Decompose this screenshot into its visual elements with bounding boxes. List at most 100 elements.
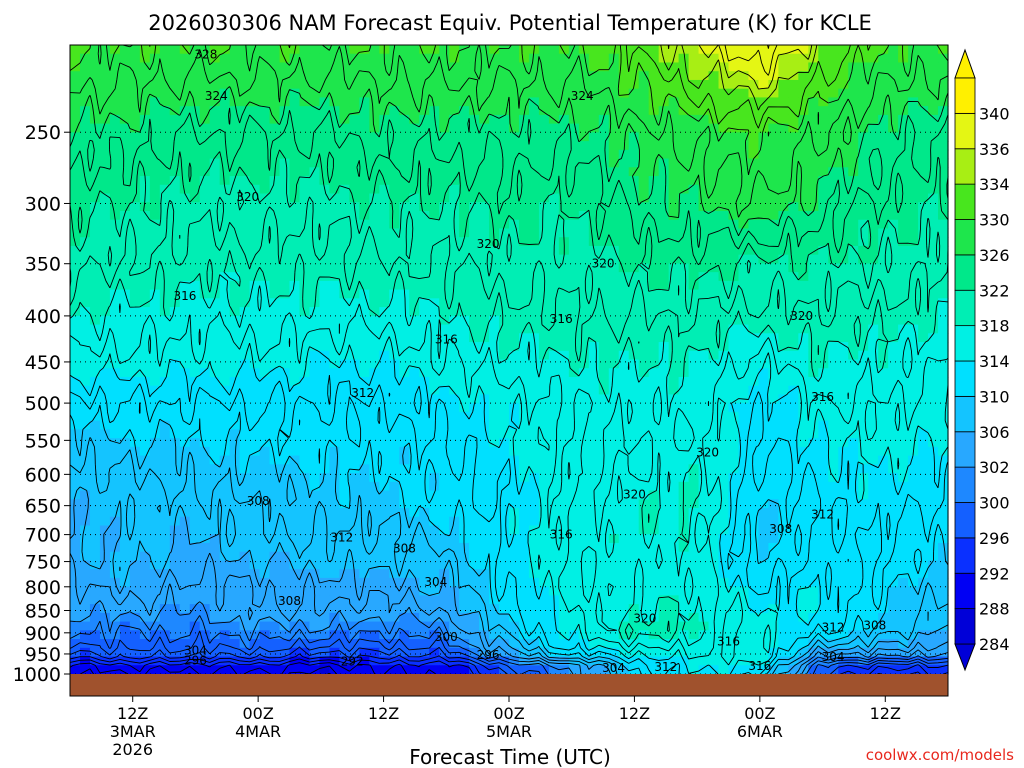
heatmap-cell xyxy=(848,473,859,483)
heatmap-cell xyxy=(99,62,111,72)
heatmap-cell xyxy=(119,315,131,326)
heatmap-cell xyxy=(79,97,91,107)
heatmap-cell xyxy=(199,376,211,387)
heatmap-cell xyxy=(479,88,490,99)
heatmap-cell xyxy=(928,315,939,326)
heatmap-cell xyxy=(608,263,620,273)
heatmap-cell xyxy=(808,79,819,90)
heatmap-cell xyxy=(538,176,550,186)
heatmap-cell xyxy=(638,350,650,361)
heatmap-cell xyxy=(449,289,460,299)
heatmap-cell xyxy=(738,45,750,55)
heatmap-cell xyxy=(229,219,241,230)
heatmap-cell xyxy=(868,481,879,492)
heatmap-cell xyxy=(818,88,829,99)
heatmap-cell xyxy=(389,141,400,151)
heatmap-cell xyxy=(219,62,231,72)
heatmap-cell xyxy=(678,403,690,413)
heatmap-cell xyxy=(638,376,650,387)
heatmap-cell xyxy=(359,473,370,483)
heatmap-cell xyxy=(359,210,370,221)
heatmap-cell xyxy=(339,464,350,474)
heatmap-cell xyxy=(109,508,121,518)
heatmap-cell xyxy=(319,385,331,396)
heatmap-cell xyxy=(668,62,680,72)
heatmap-cell xyxy=(139,237,151,247)
heatmap-cell xyxy=(818,525,829,535)
heatmap-cell xyxy=(399,499,410,509)
heatmap-cell xyxy=(848,184,859,195)
heatmap-cell xyxy=(419,298,430,308)
heatmap-cell xyxy=(818,508,829,518)
heatmap-cell xyxy=(129,315,141,326)
heatmap-cell xyxy=(169,376,181,387)
heatmap-cell xyxy=(99,184,111,195)
heatmap-cell xyxy=(708,350,720,361)
heatmap-cell xyxy=(259,210,271,221)
heatmap-cell xyxy=(349,508,360,518)
heatmap-cell xyxy=(778,289,789,299)
heatmap-cell xyxy=(728,342,740,352)
heatmap-cell xyxy=(788,350,799,361)
heatmap-cell xyxy=(419,385,430,396)
heatmap-cell xyxy=(658,473,670,483)
heatmap-cell xyxy=(868,167,879,177)
heatmap-cell xyxy=(419,481,430,492)
heatmap-cell xyxy=(419,525,430,535)
heatmap-cell xyxy=(469,123,480,133)
heatmap-cell xyxy=(788,45,799,55)
heatmap-cell xyxy=(658,499,670,509)
heatmap-cell xyxy=(858,394,869,404)
heatmap-cell xyxy=(738,132,750,142)
heatmap-cell xyxy=(758,219,770,230)
heatmap-cell xyxy=(898,71,909,81)
heatmap-cell xyxy=(888,193,899,203)
heatmap-cell xyxy=(109,141,121,151)
heatmap-cell xyxy=(509,263,520,273)
heatmap-cell xyxy=(399,315,410,326)
heatmap-cell xyxy=(648,158,660,168)
heatmap-cell xyxy=(449,350,460,361)
heatmap-cell xyxy=(249,298,261,308)
heatmap-cell xyxy=(788,342,799,352)
heatmap-cell xyxy=(289,429,301,439)
heatmap-cell xyxy=(618,114,630,125)
heatmap-cell xyxy=(409,464,420,474)
heatmap-cell xyxy=(79,438,91,448)
heatmap-cell xyxy=(89,342,101,352)
heatmap-cell xyxy=(79,368,91,378)
heatmap-cell xyxy=(638,411,650,422)
heatmap-cell xyxy=(588,508,600,518)
heatmap-cell xyxy=(449,158,460,168)
heatmap-cell xyxy=(518,350,530,361)
heatmap-cell xyxy=(369,499,380,509)
heatmap-cell xyxy=(558,263,570,273)
heatmap-cell xyxy=(449,71,460,81)
heatmap-cell xyxy=(249,167,261,177)
heatmap-cell xyxy=(429,114,440,125)
heatmap-cell xyxy=(499,368,510,378)
heatmap-cell xyxy=(349,534,360,544)
heatmap-cell xyxy=(768,62,779,72)
heatmap-cell xyxy=(219,254,231,265)
heatmap-cell xyxy=(219,280,231,291)
heatmap-cell xyxy=(169,289,181,299)
heatmap-cell xyxy=(668,97,680,107)
heatmap-cell xyxy=(688,342,700,352)
heatmap-cell xyxy=(818,62,829,72)
heatmap-cell xyxy=(698,210,710,221)
heatmap-cell xyxy=(578,228,590,238)
heatmap-cell xyxy=(139,263,151,273)
heatmap-cell xyxy=(688,53,700,64)
heatmap-cell xyxy=(938,342,949,352)
heatmap-cell xyxy=(578,280,590,291)
heatmap-cell xyxy=(548,342,560,352)
heatmap-cell xyxy=(638,481,650,492)
heatmap-cell xyxy=(678,53,690,64)
heatmap-cell xyxy=(928,438,939,448)
heatmap-cell xyxy=(459,254,470,265)
heatmap-cell xyxy=(778,394,789,404)
heatmap-cell xyxy=(878,114,889,125)
heatmap-cell xyxy=(858,88,869,99)
heatmap-cell xyxy=(89,62,101,72)
